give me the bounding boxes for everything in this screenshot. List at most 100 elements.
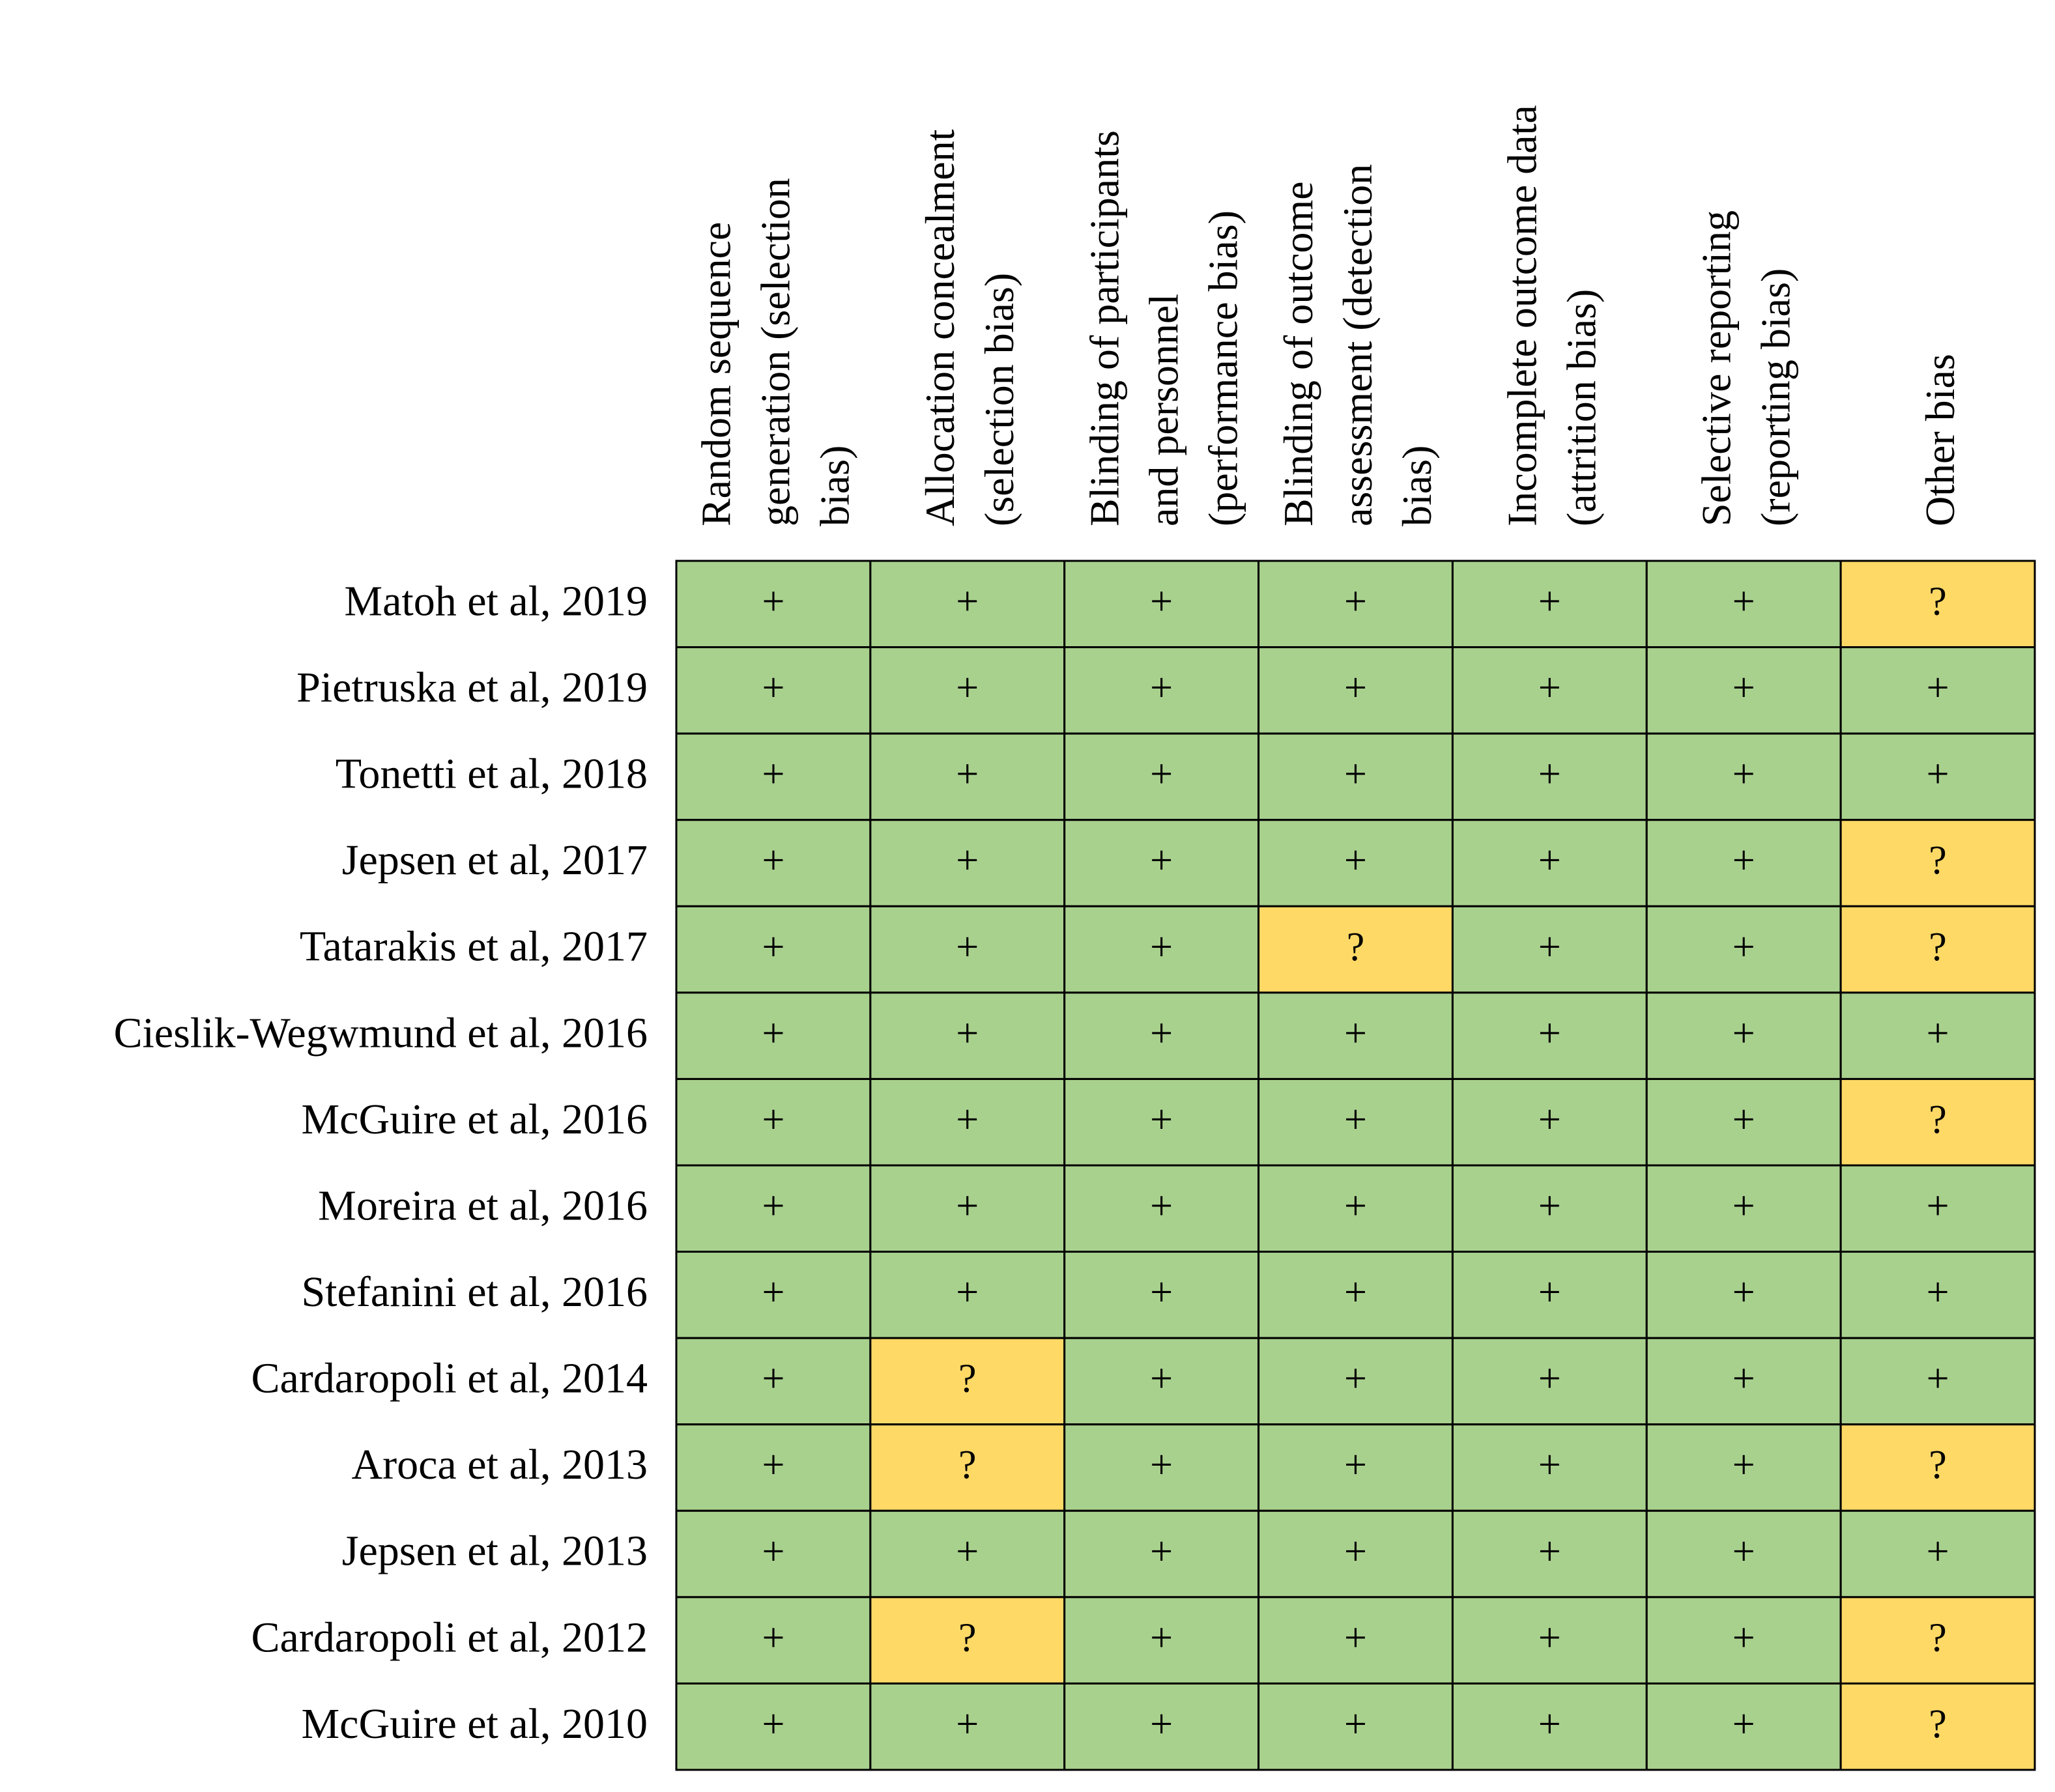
cell (1645, 1423, 1842, 1512)
cell (1257, 1682, 1454, 1771)
cell-rating: + (956, 1184, 979, 1229)
cell-rating: + (1344, 838, 1367, 883)
cell-rating: + (1927, 1011, 1949, 1055)
cell (1839, 1682, 2036, 1771)
column-header: Random sequence (693, 222, 740, 526)
cell (1257, 1509, 1454, 1599)
cell-rating: ? (1347, 925, 1365, 969)
cell-rating: + (1732, 1615, 1755, 1660)
cell-rating: + (1344, 752, 1367, 797)
cell-rating: + (1927, 1529, 1949, 1574)
cell-rating: + (1150, 925, 1173, 969)
cell-rating: + (1538, 1357, 1561, 1401)
column-header: assessment (detection (1334, 164, 1381, 526)
cell (869, 819, 1066, 907)
cell-rating: + (1150, 1702, 1173, 1746)
cell (1839, 1509, 2036, 1599)
cell-rating: + (956, 1529, 979, 1574)
cell-rating: + (762, 1443, 784, 1487)
cell-rating: + (1538, 580, 1561, 624)
cell (869, 1164, 1066, 1253)
cell (1063, 1337, 1260, 1426)
cell-rating: + (1150, 1357, 1173, 1401)
cell-rating: + (956, 1702, 979, 1746)
cell-rating: + (1150, 1443, 1173, 1487)
cell (1257, 819, 1454, 907)
cell-rating: + (1732, 752, 1755, 797)
cell (1451, 991, 1648, 1080)
cell-rating: ? (958, 1357, 977, 1401)
cell-rating: + (1150, 1184, 1173, 1229)
cell-rating: + (1344, 1615, 1367, 1660)
cell-rating: + (1927, 666, 1949, 710)
column-header: Selective reporting (1693, 210, 1739, 526)
cell-rating: + (1538, 666, 1561, 710)
study-label: Pietruska et al, 2019 (296, 664, 648, 711)
column-header: generation (selection (753, 178, 799, 526)
cell (675, 560, 872, 649)
cell (1839, 732, 2036, 821)
cell-rating: + (762, 1184, 784, 1229)
study-label: Cardaropoli et al, 2014 (251, 1355, 648, 1402)
cell-rating: + (1538, 838, 1561, 883)
column-header: (reporting bias) (1752, 268, 1798, 526)
cell (1063, 732, 1260, 821)
cell-rating: + (1344, 1529, 1367, 1574)
cell-rating: + (762, 925, 784, 969)
cell (1451, 1596, 1648, 1685)
study-label: Jepsen et al, 2017 (342, 836, 648, 884)
cell-rating: + (1732, 1357, 1755, 1401)
column-header: (performance bias) (1200, 210, 1246, 526)
cell-rating: ? (1929, 1615, 1947, 1660)
cell-rating: + (1927, 752, 1949, 797)
cell-rating: + (956, 838, 979, 883)
study-label: Tonetti et al, 2018 (336, 750, 648, 798)
study-label: Cieslik-Wegwmund et al, 2016 (113, 1009, 648, 1057)
cell-rating: ? (1929, 1098, 1947, 1142)
cell-rating: + (1732, 1098, 1755, 1142)
cell (1645, 819, 1842, 907)
cell-rating: + (956, 925, 979, 969)
cell (675, 1596, 872, 1685)
cell-rating: + (1927, 1270, 1949, 1315)
cell-rating: + (1732, 1443, 1755, 1487)
cell-rating: + (1150, 1011, 1173, 1055)
cell (869, 1509, 1066, 1599)
cell-rating: + (1732, 1529, 1755, 1574)
cell (1451, 1337, 1648, 1426)
cell (869, 732, 1066, 821)
cell-rating: + (1732, 838, 1755, 883)
cell (1645, 732, 1842, 821)
cell-rating: + (1344, 666, 1367, 710)
cell (1257, 1596, 1454, 1685)
cell-rating: + (762, 1357, 784, 1401)
cell (1063, 646, 1260, 735)
cell (1451, 1077, 1648, 1167)
cell (1645, 1077, 1842, 1167)
cell-rating: + (1927, 1184, 1949, 1229)
cell (1839, 991, 2036, 1080)
cell-rating: + (1538, 752, 1561, 797)
cell-rating: ? (1929, 838, 1947, 883)
cell-rating: + (1150, 580, 1173, 624)
cell-rating: + (762, 752, 784, 797)
cell-rating: + (956, 580, 979, 624)
cell (1063, 905, 1260, 994)
cell (1839, 1164, 2036, 1253)
cell-rating: + (1538, 1443, 1561, 1487)
cell (1451, 1251, 1648, 1339)
cell-rating: + (762, 1702, 784, 1746)
cell (1451, 1509, 1648, 1599)
cell (675, 1077, 872, 1167)
cell-rating: + (1344, 1098, 1367, 1142)
cell (1645, 1509, 1842, 1599)
cell-rating: + (762, 580, 784, 624)
column-header: (attrition bias) (1559, 289, 1605, 526)
cell (1645, 1337, 1842, 1426)
cell-rating: + (956, 1011, 979, 1055)
cell-rating: + (1150, 752, 1173, 797)
cell-rating: + (1150, 1270, 1173, 1315)
cell (675, 991, 872, 1080)
cell (1257, 732, 1454, 821)
